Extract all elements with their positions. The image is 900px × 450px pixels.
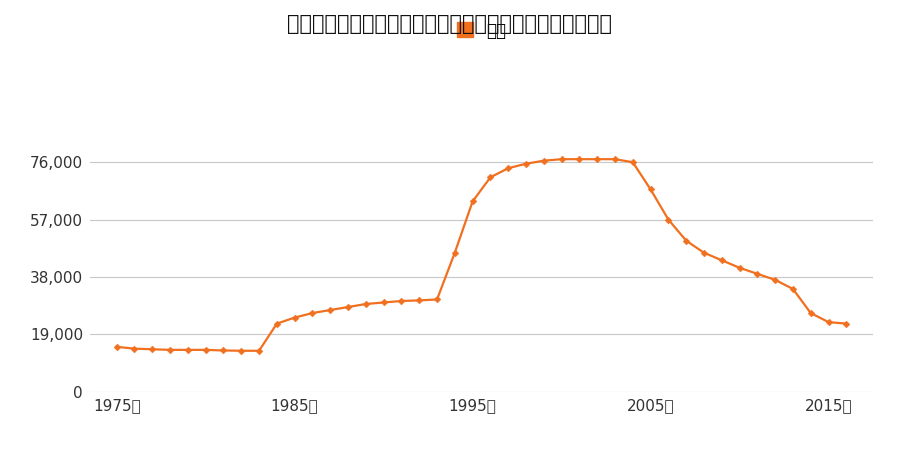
Text: 鳥取県鳥取市古海字東中田３５７番３ほか５筆の地価推移: 鳥取県鳥取市古海字東中田３５７番３ほか５筆の地価推移 [287, 14, 613, 33]
Legend: 価格: 価格 [450, 15, 513, 46]
